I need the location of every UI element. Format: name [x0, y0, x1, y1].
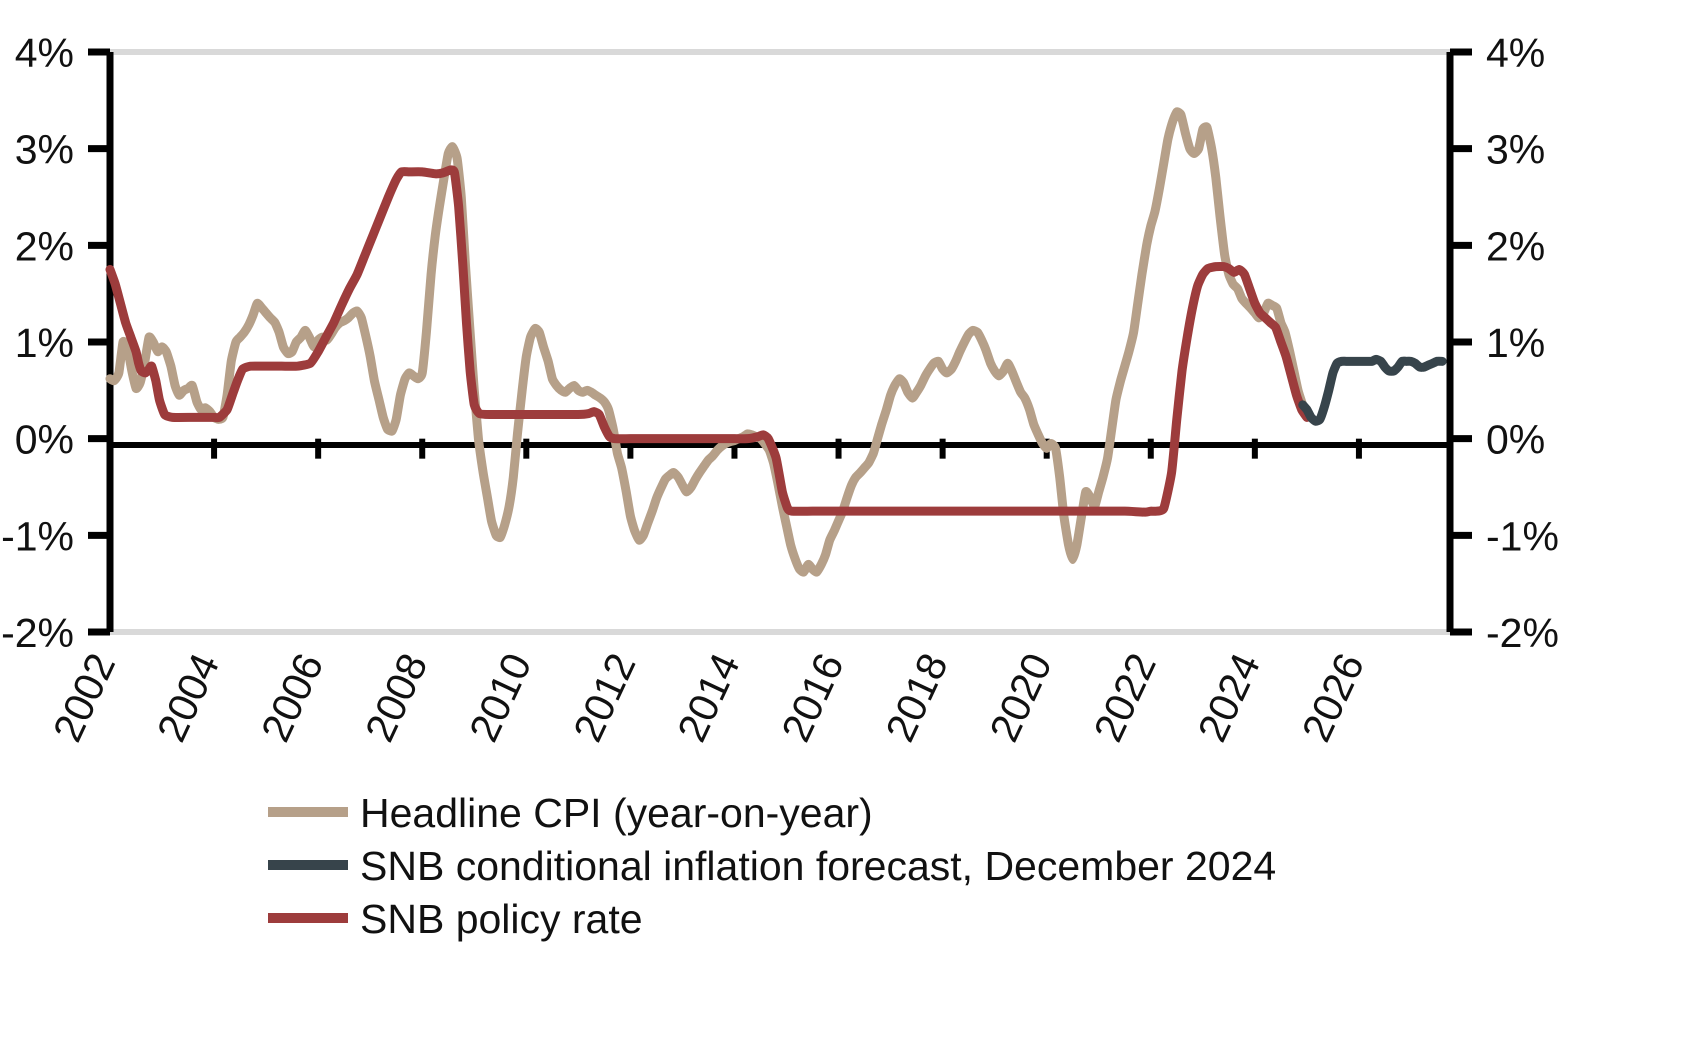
y-axis-tick-label-right: 1% [1486, 320, 1545, 366]
right-y-tick-marks [1450, 48, 1472, 636]
y-axis-tick-label-right: 4% [1486, 30, 1545, 76]
legend-label-headline_cpi: Headline CPI (year-on-year) [360, 790, 873, 836]
series-line-snb_policy_rate [105, 165, 1312, 517]
right-y-axis-labels: 4% 3% 2% 1% 0% -1% -2% [1486, 30, 1559, 656]
y-axis-tick-label-left: 4% [15, 30, 74, 76]
legend-label-snb_forecast: SNB conditional inflation forecast, Dece… [360, 843, 1276, 889]
legend-label-snb_policy_rate: SNB policy rate [360, 896, 643, 942]
y-axis-tick-label-right: -2% [1486, 610, 1559, 656]
y-axis-tick-label-left: -1% [1, 513, 74, 559]
series-line-headline_cpi [105, 107, 1312, 577]
y-axis-tick-label-left: -2% [1, 610, 74, 656]
y-axis-tick-label-left: 3% [15, 127, 74, 173]
y-axis-tick-label-left: 1% [15, 320, 74, 366]
y-axis-tick-label-right: -1% [1486, 513, 1559, 559]
y-axis-tick-label-left: 2% [15, 223, 74, 269]
y-axis-tick-label-left: 0% [15, 417, 74, 463]
series-line-snb_forecast [1298, 354, 1447, 426]
y-axis-tick-label-right: 0% [1486, 417, 1545, 463]
y-axis-tick-label-right: 3% [1486, 127, 1545, 173]
series-lines [105, 107, 1447, 577]
left-y-axis-labels: 4% 3% 2% 1% 0% -1% -2% [1, 30, 74, 656]
chart-legend: Headline CPI (year-on-year) SNB condition… [268, 790, 1276, 942]
left-y-tick-marks [88, 48, 110, 636]
y-axis-tick-label-right: 2% [1486, 223, 1545, 269]
